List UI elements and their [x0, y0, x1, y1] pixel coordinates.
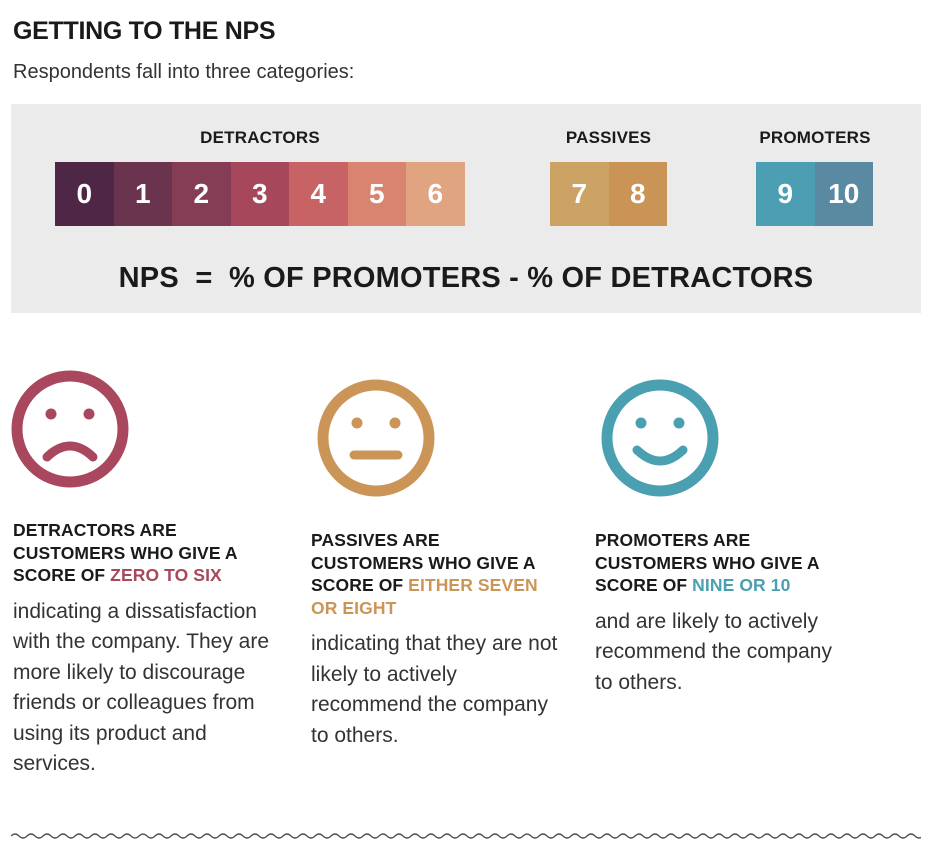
- score-cell: 3: [230, 162, 289, 226]
- nps-formula: NPS = % OF PROMOTERS - % OF DETRACTORS: [118, 262, 814, 294]
- promoters-heading-text: PROMOTERS ARE CUSTOMERS WHO GIVE A SCORE…: [595, 530, 820, 595]
- score-scale-detractors: 0 1 2 3 4 5 6: [55, 162, 465, 226]
- page-subtitle: Respondents fall into three categories:: [13, 61, 355, 83]
- score-cell: 1: [113, 162, 172, 226]
- promoters-body: and are likely to actively recommend the…: [595, 609, 832, 694]
- detractors-heading-highlight: ZERO TO SIX: [110, 565, 222, 585]
- sad-face-icon: [11, 370, 129, 488]
- passives-body: indicating that they are not likely to a…: [311, 632, 558, 747]
- score-cell: 7: [550, 162, 609, 226]
- score-scale-passives: 7 8: [550, 162, 667, 226]
- promoters-description: PROMOTERS ARE CUSTOMERS WHO GIVE A SCORE…: [595, 529, 855, 698]
- wavy-divider: [11, 833, 921, 839]
- happy-face-icon: [601, 379, 719, 497]
- page-title: GETTING TO THE NPS: [13, 17, 276, 45]
- score-cell: 10: [814, 162, 873, 226]
- score-cell: 6: [406, 162, 465, 226]
- score-cell: 5: [347, 162, 406, 226]
- detractors-body: indicating a dissatisfaction with the co…: [13, 599, 270, 776]
- group-label-promoters: PROMOTERS: [759, 128, 871, 147]
- passives-description: PASSIVES ARE CUSTOMERS WHO GIVE A SCORE …: [311, 529, 561, 751]
- detractors-heading-text: DETRACTORS ARE CUSTOMERS WHO GIVE A SCOR…: [13, 520, 238, 585]
- score-scale-promoters: 9 10: [756, 162, 873, 226]
- detractors-heading: DETRACTORS ARE CUSTOMERS WHO GIVE A SCOR…: [13, 519, 275, 587]
- score-cell: 8: [608, 162, 667, 226]
- promoters-heading: PROMOTERS ARE CUSTOMERS WHO GIVE A SCORE…: [595, 529, 835, 597]
- score-cell: 2: [172, 162, 231, 226]
- group-label-detractors: DETRACTORS: [200, 128, 320, 147]
- group-label-passives: PASSIVES: [565, 128, 652, 147]
- detractors-description: DETRACTORS ARE CUSTOMERS WHO GIVE A SCOR…: [13, 519, 283, 780]
- neutral-face-icon: [317, 379, 435, 497]
- score-cell: 0: [55, 162, 114, 226]
- passives-heading: PASSIVES ARE CUSTOMERS WHO GIVE A SCORE …: [311, 529, 551, 619]
- score-cell: 9: [756, 162, 815, 226]
- score-cell: 4: [289, 162, 348, 226]
- promoters-heading-highlight: NINE OR 10: [692, 575, 791, 595]
- passives-heading-highlight: EITHER SEVEN OR EIGHT: [311, 575, 538, 618]
- passives-heading-text: PASSIVES ARE CUSTOMERS WHO GIVE A SCORE …: [311, 530, 536, 595]
